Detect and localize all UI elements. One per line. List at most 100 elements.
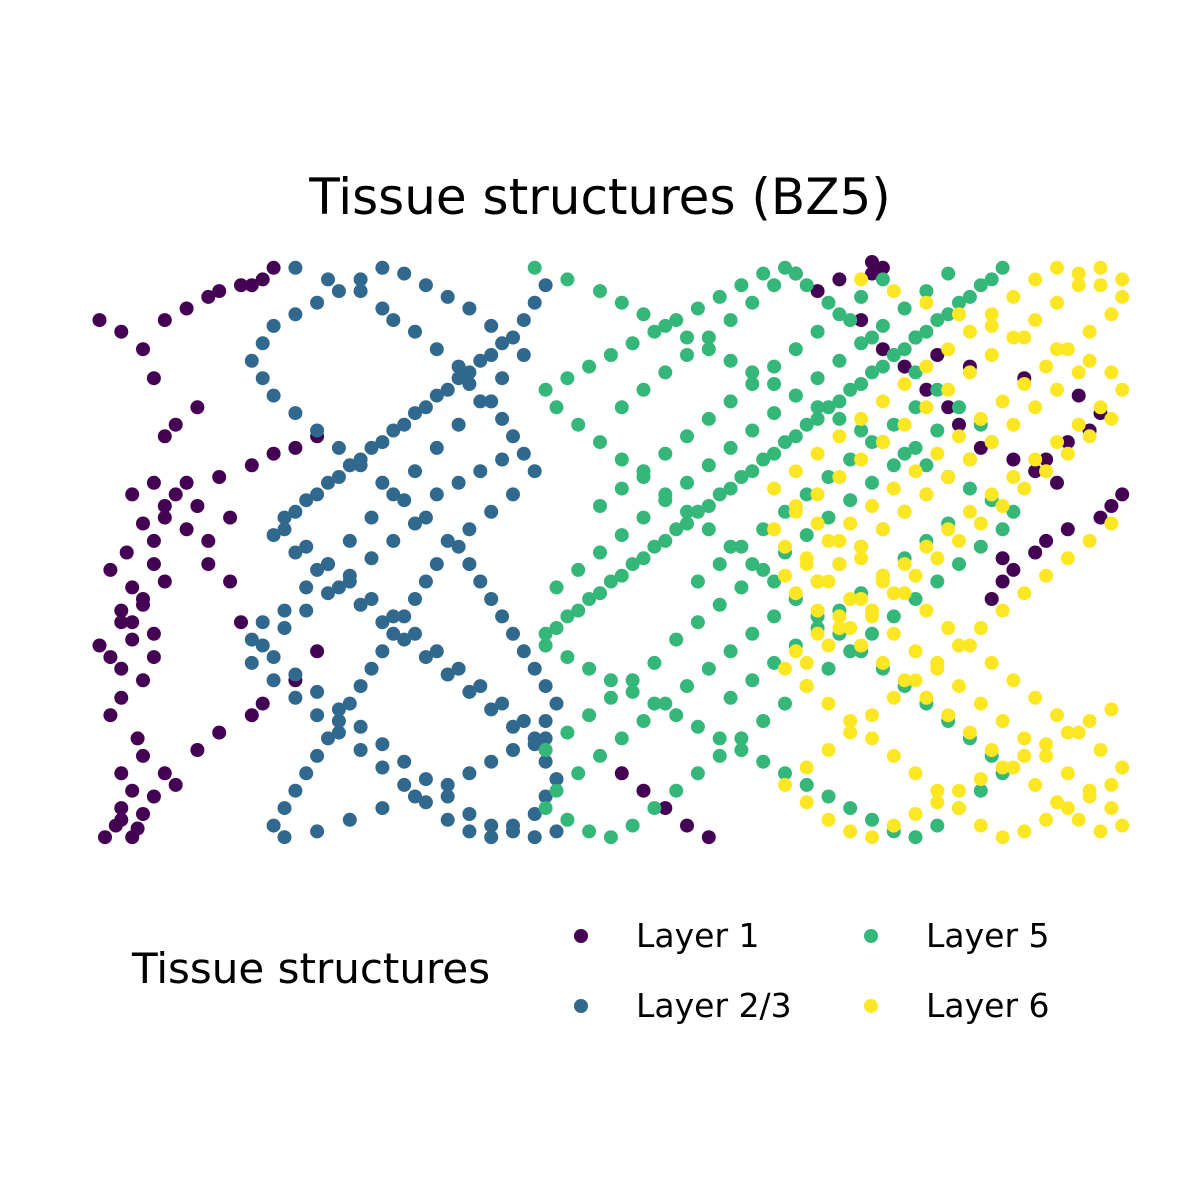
point-layer-5 [680, 679, 694, 694]
point-layer-2-3 [266, 318, 281, 333]
point-layer-1 [125, 615, 140, 630]
point-layer-5 [658, 365, 673, 380]
point-layer-2-3 [451, 417, 466, 432]
point-layer-1 [157, 499, 172, 513]
point-layer-1 [146, 626, 161, 641]
legend-marker-layer-2-3 [574, 998, 588, 1013]
point-layer-6 [952, 533, 966, 548]
point-layer-2-3 [310, 295, 325, 310]
point-layer-2-3 [440, 289, 455, 304]
point-layer-5 [799, 528, 814, 543]
point-layer-6 [1028, 452, 1043, 467]
point-layer-2-3 [440, 667, 455, 682]
point-layer-5 [680, 429, 694, 444]
point-layer-2-3 [527, 464, 542, 479]
point-layer-1 [114, 766, 129, 781]
point-layer-6 [984, 435, 999, 450]
point-layer-6 [1082, 353, 1097, 368]
point-layer-1 [919, 382, 934, 397]
point-layer-6 [919, 359, 934, 374]
point-layer-2-3 [538, 679, 553, 694]
point-layer-5 [810, 324, 825, 339]
point-layer-1 [136, 673, 150, 688]
point-layer-6 [1050, 708, 1064, 723]
point-layer-5 [843, 644, 858, 659]
point-layer-2-3 [397, 632, 412, 647]
point-layer-6 [1028, 272, 1043, 287]
point-layer-5 [919, 458, 934, 473]
point-layer-2-3 [408, 626, 422, 641]
point-layer-1 [157, 574, 172, 589]
point-layer-2-3 [255, 638, 270, 653]
point-layer-6 [973, 818, 988, 833]
point-layer-5 [941, 307, 956, 322]
point-layer-5 [712, 289, 727, 304]
point-layer-5 [636, 307, 651, 322]
point-layer-1 [92, 638, 107, 653]
point-layer-5 [690, 615, 705, 630]
point-layer-1 [1039, 452, 1054, 467]
point-layer-1 [190, 499, 205, 513]
point-layer-6 [1006, 470, 1021, 484]
point-layer-6 [984, 487, 999, 502]
point-layer-5 [778, 504, 792, 519]
point-layer-1 [114, 324, 129, 339]
point-layer-5 [701, 499, 716, 513]
legend-item-layer-2-3: Layer 2/3 [574, 986, 792, 1025]
point-layer-2-3 [288, 406, 303, 421]
point-layer-2-3 [386, 533, 401, 548]
point-layer-2-3 [386, 487, 401, 502]
point-layer-1 [244, 708, 259, 723]
point-layer-2-3 [418, 795, 433, 810]
point-layer-5 [897, 342, 912, 357]
point-layer-5 [712, 487, 727, 502]
point-layer-5 [767, 574, 782, 589]
point-layer-2-3 [299, 603, 314, 618]
point-layer-5 [658, 318, 673, 333]
point-layer-6 [1082, 429, 1097, 444]
point-layer-2-3 [310, 708, 325, 723]
point-layer-2-3 [364, 592, 379, 606]
point-layer-2-3 [473, 574, 488, 589]
point-layer-6 [854, 452, 869, 467]
point-layer-5 [875, 359, 890, 374]
point-layer-5 [723, 539, 738, 554]
point-layer-5 [603, 690, 618, 705]
point-layer-2-3 [342, 458, 357, 473]
point-layer-2-3 [353, 452, 368, 467]
point-layer-6 [930, 655, 945, 670]
point-layer-2-3 [386, 423, 401, 438]
point-layer-2-3 [310, 684, 325, 699]
point-layer-1 [146, 650, 161, 665]
point-layer-6 [941, 342, 956, 357]
point-layer-2-3 [331, 725, 346, 740]
point-layer-6 [799, 655, 814, 670]
point-layer-2-3 [473, 464, 488, 479]
point-layer-5 [854, 289, 869, 304]
point-layer-5 [995, 522, 1010, 537]
point-layer-5 [930, 818, 945, 833]
legend-item-layer-5: Layer 5 [864, 916, 1050, 955]
point-layer-5 [919, 284, 934, 299]
point-layer-5 [767, 377, 782, 391]
point-layer-2-3 [288, 504, 303, 519]
point-layer-2-3 [484, 702, 499, 717]
point-layer-2-3 [288, 667, 303, 682]
point-layer-6 [973, 516, 988, 531]
point-layer-5 [930, 382, 945, 397]
point-layer-2-3 [418, 510, 433, 525]
point-layer-5 [908, 440, 923, 455]
point-layer-5 [614, 481, 629, 496]
point-layer-5 [669, 522, 684, 537]
point-layer-2-3 [527, 295, 542, 310]
point-layer-5 [1006, 504, 1021, 519]
point-layer-5 [712, 731, 727, 746]
point-layer-1 [223, 574, 238, 589]
point-layer-2-3 [288, 307, 303, 322]
point-layer-1 [1028, 545, 1043, 560]
point-layer-6 [908, 766, 923, 781]
point-layer-1 [114, 615, 129, 630]
point-layer-2-3 [462, 522, 477, 537]
point-layer-6 [897, 673, 912, 688]
point-layer-1 [119, 545, 134, 560]
